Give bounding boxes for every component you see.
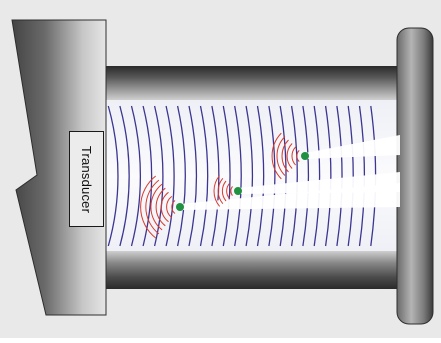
echo-arc (213, 175, 220, 207)
wavefront-arc (199, 105, 209, 247)
echo-arc (155, 187, 166, 227)
echo-arc (276, 136, 286, 176)
reflector-near (176, 203, 184, 211)
bottom-rail (96, 251, 404, 289)
wavefront-arc (336, 105, 343, 247)
echo-arc (230, 186, 233, 196)
transducer-housing (11, 19, 107, 316)
echo-field (140, 132, 300, 239)
wavefront-arc (245, 105, 253, 247)
wavefront-arc (234, 105, 242, 247)
echo-arc (150, 183, 163, 231)
wavefront-arc (324, 105, 332, 247)
echo-arc (296, 150, 300, 162)
transducer-label: Transducer (79, 145, 94, 213)
echo-arc (291, 146, 296, 166)
wavefront-arc (313, 105, 321, 247)
echo-arc (145, 179, 160, 235)
wavefront-arc (130, 105, 141, 247)
top-rail (96, 66, 404, 100)
echo-arc (286, 143, 293, 169)
wavefront-arc (256, 105, 265, 247)
echo-arc (171, 200, 176, 214)
wavefront-arc (268, 105, 276, 247)
wavefront-arc (347, 105, 354, 247)
transducer-label-box: Transducer (69, 131, 104, 227)
wavefront-arc (302, 105, 310, 247)
echo-arc (217, 177, 224, 205)
echo-arc (271, 132, 282, 180)
wavefront-arc (107, 105, 119, 247)
echo-arc (221, 180, 227, 202)
wavefront-arc (290, 105, 298, 247)
wavefront-arc (142, 105, 153, 247)
echo-arc (160, 191, 169, 223)
shadow-wedge (238, 172, 400, 194)
echo-arc (166, 196, 173, 218)
reflector-group (176, 152, 309, 211)
echo-arc (281, 139, 289, 173)
wavefront-arc (119, 105, 130, 247)
reflector-far (301, 152, 309, 160)
end-plate (396, 27, 434, 325)
wavefront-arc (279, 105, 287, 247)
wavefront-arc (165, 105, 175, 247)
wavefront-arc (176, 105, 186, 247)
shadow-wedge (305, 135, 400, 159)
shadow-paths (180, 135, 400, 210)
wavefront-arc (222, 105, 231, 247)
wavefront-arc (188, 105, 198, 247)
echo-arc (226, 183, 230, 199)
reflector-middle (234, 187, 242, 195)
echo-arc (140, 175, 157, 239)
